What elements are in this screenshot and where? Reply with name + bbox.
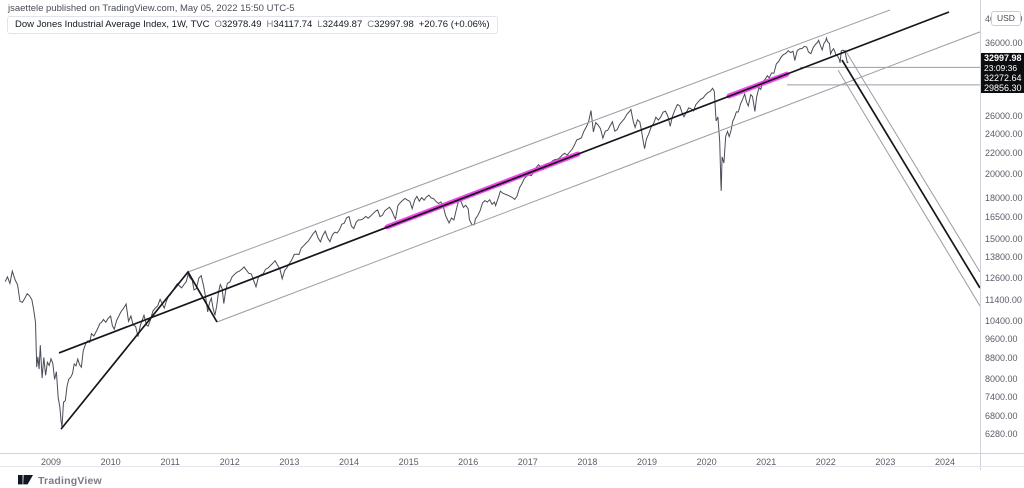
channel-upper (187, 9, 891, 273)
year-tick-label: 2017 (517, 457, 538, 467)
symbol-title: Dow Jones Industrial Average Index, 1W, … (15, 19, 210, 30)
long-trendline (58, 11, 950, 354)
price-axis-separator (980, 0, 981, 470)
year-tick-label: 2021 (756, 457, 777, 467)
price-tick-label: 13800.00 (985, 252, 1023, 263)
year-tick-label: 2011 (160, 457, 180, 467)
price-tick-label: 6800.00 (985, 410, 1018, 421)
year-tick-label: 2016 (458, 457, 479, 467)
price-tick-label: 10400.00 (985, 315, 1023, 326)
price-tick-label: 12600.00 (985, 272, 1023, 283)
year-tick-label: 2023 (875, 457, 896, 467)
year-tick-label: 2012 (219, 457, 240, 467)
price-tick-label: 11400.00 (985, 295, 1022, 306)
currency-toggle-button[interactable]: USD (991, 11, 1021, 26)
tradingview-brand[interactable]: TradingView (18, 472, 102, 488)
ohlc-value: 32449.87 (322, 19, 363, 30)
price-tick-label: 36000.00 (985, 38, 1023, 48)
ohlc-label: C (367, 19, 375, 30)
price-tick-label: 8800.00 (985, 353, 1018, 364)
steep-channel-upper (844, 49, 981, 273)
ohlc-label: H (266, 19, 274, 30)
ohlc-values: O32978.49 H34117.74 L32449.87 C32997.98 (210, 19, 414, 30)
year-tick-label: 2009 (40, 457, 62, 467)
footer-separator (0, 466, 1024, 467)
level-badge-lower: 29856.30 (981, 83, 1024, 93)
symbol-legend[interactable]: Dow Jones Industrial Average Index, 1W, … (7, 16, 498, 34)
published-byline: jsaettele published on TradingView.com, … (8, 3, 295, 14)
change-value: +20.76 (+0.06%) (418, 19, 490, 30)
year-tick-label: 2013 (279, 457, 300, 467)
year-tick-label: 2024 (934, 457, 956, 467)
price-tick-label: 8000.00 (985, 374, 1018, 385)
price-tick-label: 6280.00 (985, 428, 1018, 439)
ohlc-value: 34117.74 (273, 19, 313, 30)
channel-lower (216, 31, 981, 323)
bar-countdown-badge: 23:09:36 (981, 64, 1024, 73)
tradingview-logo-icon (18, 472, 33, 488)
last-price-badge: 32997.98 (981, 53, 1024, 64)
price-tick-label: 15000.00 (985, 233, 1023, 244)
ohlc-label: O (214, 19, 222, 30)
price-tick-label: 24000.00 (985, 128, 1023, 139)
year-tick-label: 2019 (636, 457, 658, 467)
price-line-series (4, 36, 849, 427)
price-tick-label: 26000.00 (985, 110, 1023, 121)
year-tick-label: 2015 (398, 457, 419, 467)
price-tick-label: 20000.00 (985, 169, 1023, 180)
year-tick-label: 2010 (100, 457, 121, 467)
price-tick-label: 22000.00 (985, 148, 1023, 159)
ohlc-value: 32978.49 (221, 19, 262, 30)
year-tick-label: 2018 (577, 457, 598, 467)
price-tick-label: 18000.00 (985, 193, 1023, 204)
level-badge-upper: 32272.64 (981, 73, 1024, 83)
price-tick-label: 9600.00 (985, 333, 1018, 344)
price-tick-label: 16500.00 (985, 212, 1023, 223)
tradingview-brand-label: TradingView (38, 475, 102, 487)
price-axis-badges: 32997.98 23:09:36 32272.64 29856.30 (981, 53, 1024, 93)
ohlc-label: L (317, 19, 323, 30)
ohlc-value: 32997.98 (374, 19, 414, 30)
year-tick-label: 2014 (338, 457, 360, 467)
year-tick-label: 2020 (696, 457, 717, 467)
time-axis-separator (0, 453, 1024, 454)
price-tick-label: 7400.00 (985, 391, 1018, 402)
steep-channel-lower (837, 69, 981, 307)
steep-channel-median (841, 59, 981, 289)
wave-line-2009-2011 (60, 270, 218, 430)
year-tick-label: 2022 (815, 457, 836, 467)
